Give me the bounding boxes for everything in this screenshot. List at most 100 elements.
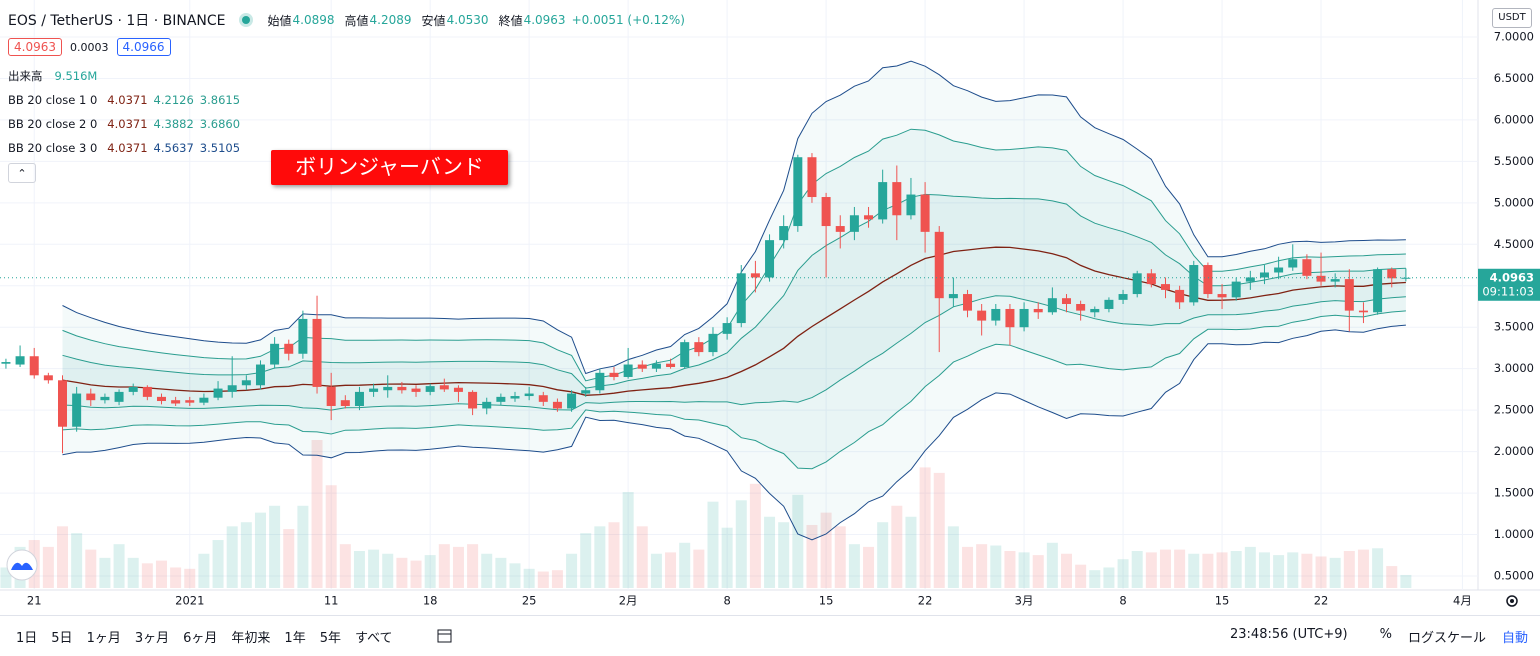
x-tick-label: 3月 — [1015, 594, 1034, 608]
x-tick-label: 18 — [423, 594, 438, 608]
x-tick-label: 2021 — [175, 594, 204, 608]
volume-bar — [1343, 551, 1355, 588]
lower-band — [62, 310, 1406, 470]
volume-bar — [650, 553, 662, 588]
candle-body — [15, 356, 25, 365]
range-button[interactable]: 年初来 — [231, 631, 271, 646]
candle-body — [948, 294, 958, 299]
ohlc-value: 4.0898 — [292, 13, 335, 27]
percent-button[interactable]: % — [1379, 627, 1392, 642]
volume-bar — [325, 485, 337, 588]
indicator-value: 4.5637 — [153, 141, 194, 155]
candle-body — [963, 294, 973, 311]
volume-bar — [1258, 552, 1270, 588]
volume-bar — [452, 546, 464, 588]
volume-bar — [665, 552, 677, 588]
candle-body — [1203, 265, 1213, 295]
candle-body — [1062, 298, 1072, 304]
candle-body — [934, 231, 944, 299]
candle-body — [114, 391, 124, 402]
candle-body — [821, 197, 831, 227]
clock[interactable]: 23:48:56 (UTC+9) — [1230, 627, 1348, 642]
candle-layer — [1, 153, 1411, 454]
candle-body — [1160, 284, 1170, 290]
candle-body — [468, 391, 478, 409]
volume-bar — [42, 546, 54, 588]
range-button[interactable]: すべて — [354, 631, 393, 646]
candle-body — [906, 194, 916, 216]
volume-label: 出来高 — [8, 69, 43, 83]
candle-body — [864, 215, 874, 220]
candle-body — [171, 400, 181, 404]
candle-body — [977, 310, 987, 321]
date-range-icon[interactable] — [436, 627, 454, 645]
candle-body — [241, 380, 251, 386]
volume-bar — [170, 567, 182, 588]
volume-bar — [1032, 555, 1044, 588]
candle-body — [340, 400, 350, 406]
collapse-button[interactable]: ⌃ — [8, 163, 36, 183]
volume-bar — [1301, 553, 1313, 588]
market-status — [241, 16, 250, 24]
candle-body — [1288, 259, 1298, 268]
x-tick-label: 25 — [522, 594, 537, 608]
indicator-label[interactable]: BB 20 close 2 0 — [8, 117, 98, 131]
range-button[interactable]: 3ヶ月 — [134, 631, 170, 646]
indicator-label[interactable]: BB 20 close 1 0 — [8, 93, 98, 107]
range-button[interactable]: 1日 — [16, 631, 38, 646]
volume-bar — [1145, 552, 1157, 588]
indicator-value: 4.2126 — [153, 93, 194, 107]
volume-bar — [1315, 556, 1327, 588]
volume-bar — [537, 571, 549, 588]
candle-body — [1302, 259, 1312, 276]
candle-body — [425, 386, 435, 392]
range-button[interactable]: 5年 — [319, 631, 341, 646]
y-tick-label: 2.0000 — [1494, 444, 1534, 458]
candle-body — [524, 393, 534, 397]
range-button[interactable]: 1ヶ月 — [86, 631, 121, 646]
symbol-title[interactable]: EOS / TetherUS · 1日 · BINANCE — [8, 13, 226, 29]
ask[interactable]: 4.0966 — [116, 38, 171, 56]
settings-icon[interactable] — [1506, 595, 1518, 607]
volume-bar — [410, 560, 422, 588]
volume-bar — [113, 544, 125, 588]
candle-body — [1175, 289, 1185, 303]
volume-bar — [283, 529, 295, 588]
ohlc-label: 始値 — [267, 13, 292, 28]
scale-buttons: 23:48:56 (UTC+9) % ログスケール 自動 — [1230, 627, 1528, 646]
range-button[interactable]: 5日 — [51, 631, 73, 646]
logo[interactable] — [6, 549, 38, 581]
indicator-label[interactable]: BB 20 close 3 0 — [8, 141, 98, 155]
candle-body — [538, 395, 548, 402]
candle-body — [270, 343, 280, 365]
volume-bar — [764, 516, 776, 588]
candle-body — [1, 362, 11, 364]
auto-button[interactable]: 自動 — [1501, 631, 1528, 646]
candle-body — [439, 385, 449, 390]
indicator-value: 3.8615 — [199, 93, 241, 107]
candle-body — [496, 396, 506, 402]
range-button[interactable]: 6ヶ月 — [183, 631, 218, 646]
candle-body — [779, 226, 789, 241]
candle-body — [637, 364, 647, 369]
bid[interactable]: 4.0963 — [8, 38, 62, 56]
y-tick-label: 5.5000 — [1494, 154, 1534, 168]
currency-button[interactable]: USDT — [1492, 8, 1532, 28]
y-tick-label: 3.5000 — [1494, 320, 1534, 334]
range-button[interactable]: 1年 — [284, 631, 306, 646]
volume-bar — [1357, 549, 1369, 588]
log-button[interactable]: ログスケール — [1407, 631, 1486, 646]
candle-body — [849, 215, 859, 232]
volume-bar — [1244, 546, 1256, 588]
candle-body — [312, 318, 322, 387]
volume-bar — [155, 560, 167, 588]
last-price-label: 4.0963 — [1490, 270, 1534, 284]
candle-body — [1358, 310, 1368, 313]
axis-layer: 0.5000 1.0000 1.5000 2.0000 2.5000 3.0000 3.50… — [0, 29, 1540, 608]
x-tick-label: 8 — [1119, 594, 1126, 608]
volume-bar — [919, 467, 931, 588]
ohlc-label: 高値 — [344, 13, 369, 28]
volume-bar — [523, 568, 535, 588]
volume-bar — [834, 526, 846, 588]
